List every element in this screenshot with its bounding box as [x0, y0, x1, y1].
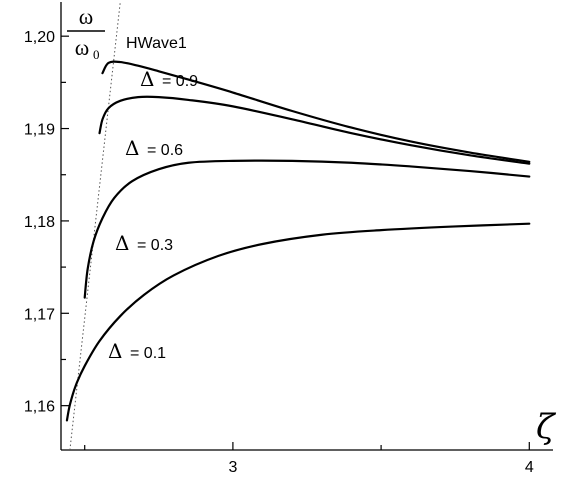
axes [60, 2, 553, 451]
series-curves [65, 60, 531, 422]
boundary-dotted-line [69, 1, 121, 451]
ylabel-numerator: ω [79, 4, 93, 29]
series-label-value: = 0.9 [162, 73, 198, 90]
axis-ticks: 1,16 1,17 1,18 1,19 1,20 3 4 [24, 29, 534, 476]
y-tick-label: 1,17 [24, 306, 55, 323]
series-label-delta: Δ [108, 339, 122, 363]
y-tick-label: 1,20 [24, 29, 55, 46]
series-label-value: = 0.6 [147, 142, 183, 159]
series-line-delta-0.1 [65, 222, 531, 422]
boundary-line-group [69, 1, 121, 451]
series-label-delta: Δ [115, 231, 129, 255]
series-line-delta-0.3 [83, 159, 531, 299]
x-tick-label: 3 [228, 459, 237, 476]
ylabel-denominator-subscript: 0 [93, 47, 100, 62]
x-axis-label: ζ [536, 407, 557, 447]
ylabel-denominator: ω [75, 35, 89, 60]
series-label-0.1: Δ = 0.1 [108, 339, 166, 363]
series-line-delta-0.6 [98, 95, 531, 165]
chart-title: HWave1 [126, 35, 187, 52]
y-tick-label: 1,18 [24, 214, 55, 231]
series-label-delta: Δ [125, 136, 139, 160]
series-label-0.9: Δ = 0.9 [140, 67, 198, 91]
series-label-value: = 0.3 [137, 237, 173, 254]
series-label-delta: Δ [140, 67, 154, 91]
x-tick-label: 4 [525, 459, 534, 476]
series-line-delta-0.9 [101, 60, 531, 163]
series-label-0.6: Δ = 0.6 [125, 136, 183, 160]
series-label-value: = 0.1 [130, 345, 166, 362]
series-label-0.3: Δ = 0.3 [115, 231, 173, 255]
y-tick-label: 1,19 [24, 122, 55, 139]
y-axis-label: ω ω 0 [67, 4, 105, 62]
y-tick-label: 1,16 [24, 399, 55, 416]
